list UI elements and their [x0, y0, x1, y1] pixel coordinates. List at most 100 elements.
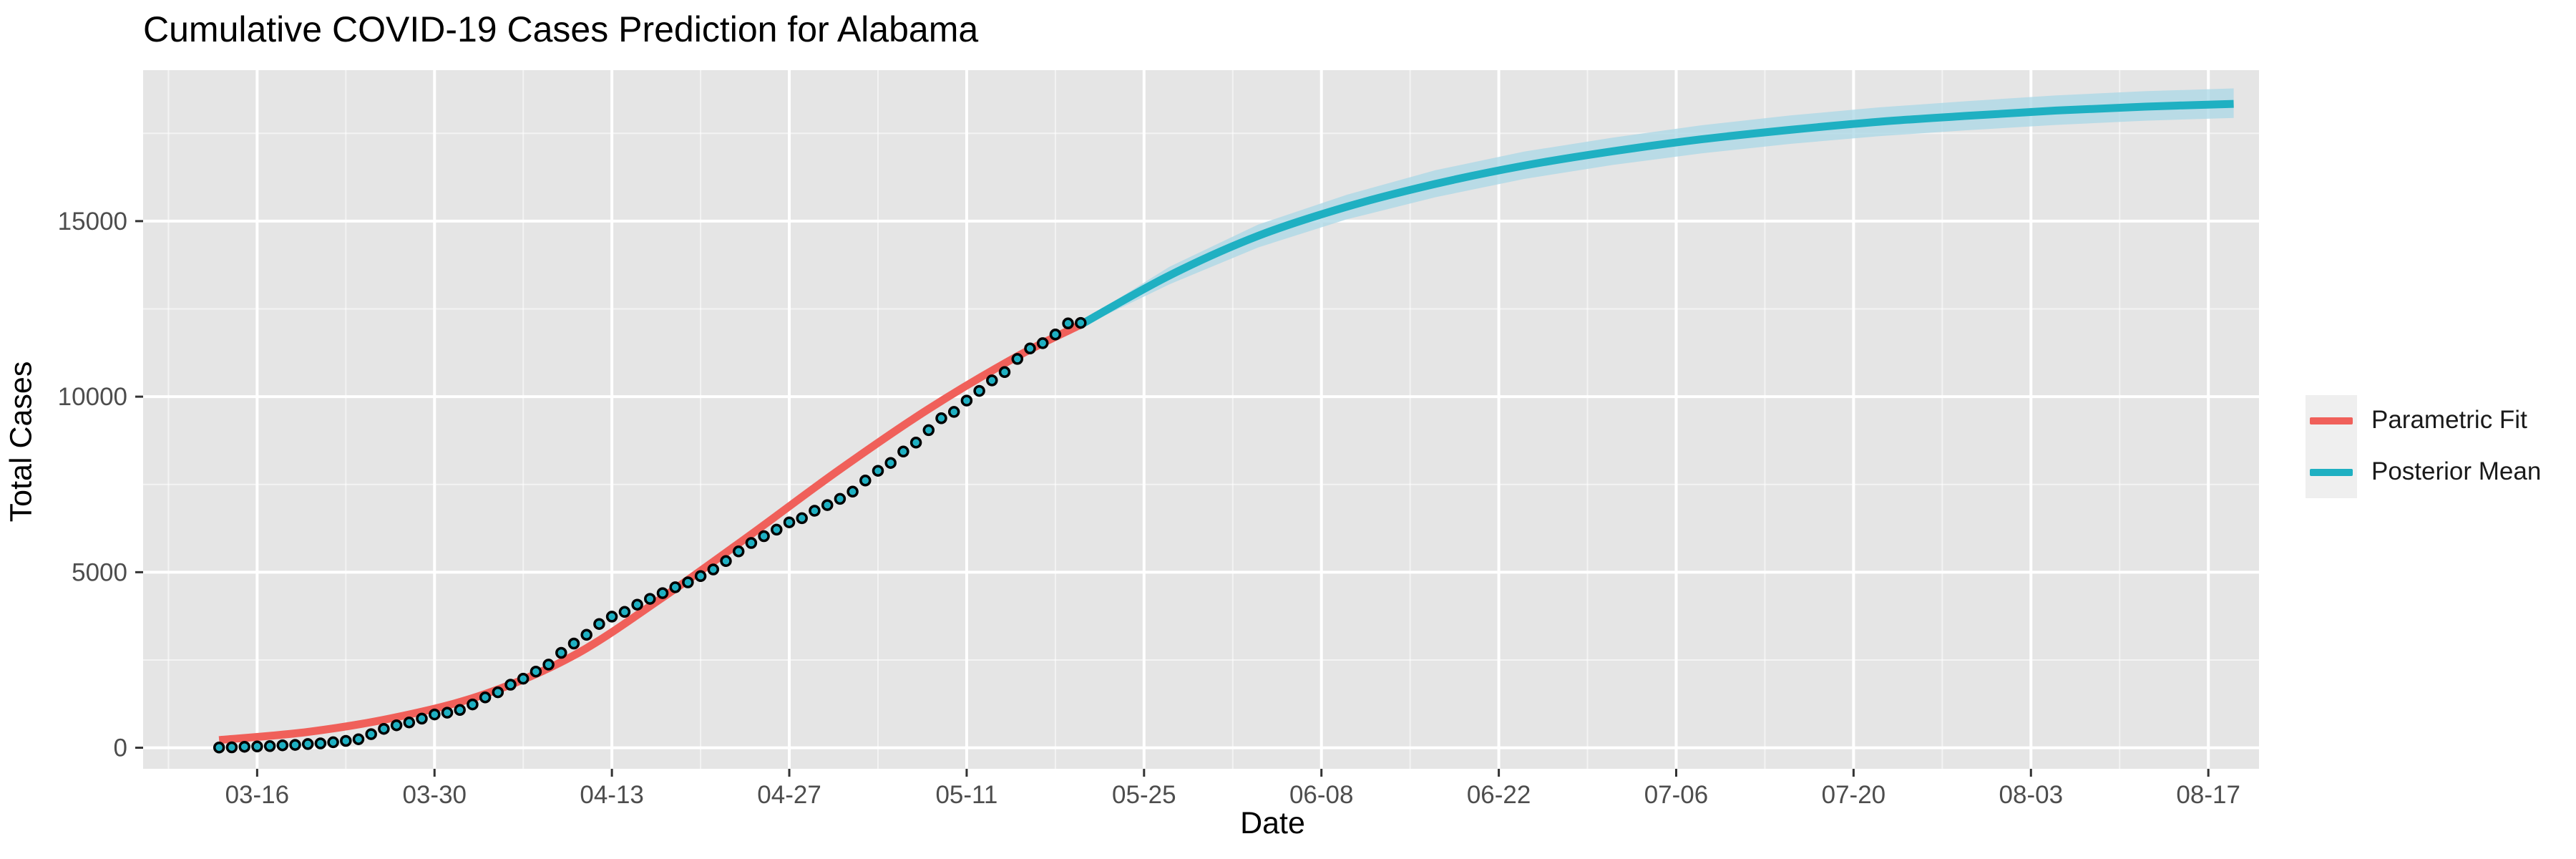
x-tick-label: 06-22	[1467, 781, 1531, 809]
observed-point	[758, 530, 770, 543]
observed-point	[225, 741, 238, 754]
legend-item-posterior-mean: Posterior Mean	[2306, 447, 2549, 498]
observed-point	[682, 576, 694, 588]
legend-key-posterior-mean	[2306, 447, 2357, 498]
observed-point	[656, 587, 669, 599]
observed-point	[441, 707, 454, 719]
observed-point	[467, 698, 479, 711]
observed-point	[403, 717, 416, 729]
plot-panel-background	[143, 70, 2259, 769]
x-tick-label: 03-30	[402, 781, 467, 809]
observed-point	[530, 665, 542, 678]
observed-point	[517, 672, 530, 685]
observed-point	[454, 704, 466, 717]
credible-band-layer	[1080, 88, 2234, 327]
observed-point	[847, 485, 859, 498]
observed-point	[618, 606, 631, 618]
observed-point	[378, 722, 390, 735]
y-tick-label: 10000	[58, 383, 127, 411]
x-tick-label: 04-13	[580, 781, 644, 809]
observed-point	[720, 555, 732, 568]
observed-point	[922, 424, 935, 437]
observed-point	[973, 384, 985, 397]
observed-point	[796, 512, 808, 525]
observed-point	[580, 629, 592, 641]
major-gridlines	[143, 70, 2259, 769]
observed-point	[669, 581, 681, 593]
y-axis-title: Total Cases	[4, 361, 39, 523]
observed-point	[707, 563, 720, 576]
x-tick-label: 05-25	[1112, 781, 1176, 809]
chart-title: Cumulative COVID-19 Cases Prediction for…	[143, 9, 979, 49]
observed-point	[238, 740, 250, 753]
observed-point	[1024, 342, 1036, 355]
observed-point	[1075, 316, 1087, 329]
legend-item-parametric-fit: Parametric Fit	[2306, 395, 2549, 447]
legend-swatch-posterior-mean	[2310, 469, 2353, 476]
credible-band	[1080, 88, 2234, 327]
observed-point	[504, 679, 517, 691]
observed-point	[492, 686, 504, 699]
x-axis: 03-16 03-30 04-13 04-27 05-11 05-25 06-08 06-22…	[225, 769, 2240, 809]
observed-point	[644, 593, 656, 605]
observed-point	[593, 618, 605, 630]
observed-point	[314, 737, 327, 749]
observed-point	[783, 516, 796, 528]
observed-point	[771, 523, 783, 536]
observed-point	[872, 465, 884, 477]
y-tick-label: 0	[114, 734, 127, 762]
x-tick-label: 07-20	[1822, 781, 1886, 809]
observed-point	[935, 412, 947, 424]
x-tick-label: 05-11	[935, 781, 997, 809]
observed-point	[429, 708, 441, 721]
observed-point	[276, 739, 289, 752]
legend-label-posterior-mean: Posterior Mean	[2371, 457, 2542, 485]
observed-point	[986, 374, 998, 387]
x-tick-label: 04-27	[757, 781, 821, 809]
observed-point	[1062, 317, 1074, 330]
observed-point	[694, 570, 707, 583]
observed-point	[631, 598, 643, 611]
observed-point	[960, 394, 973, 407]
observed-point	[567, 637, 580, 650]
observed-point	[834, 492, 847, 505]
observed-point	[416, 712, 428, 725]
observed-point	[289, 739, 301, 751]
observed-point	[352, 733, 365, 745]
observed-point	[1036, 337, 1049, 349]
observed-point	[821, 499, 834, 511]
x-tick-label: 06-08	[1289, 781, 1354, 809]
x-axis-title: Date	[1240, 806, 1305, 840]
observed-point	[213, 742, 225, 754]
observed-point	[479, 691, 492, 704]
y-axis: 0 5000 10000 15000	[58, 208, 143, 762]
y-axis-title-text: Total Cases	[4, 361, 39, 523]
observed-point	[732, 545, 745, 558]
observed-point	[859, 475, 872, 487]
observed-point	[947, 406, 960, 418]
x-tick-label: 08-03	[1999, 781, 2064, 809]
observed-point	[555, 646, 567, 659]
observed-point	[1049, 329, 1062, 341]
observed-point	[327, 736, 339, 749]
observed-point	[897, 445, 909, 458]
observed-point	[998, 366, 1011, 379]
observed-point	[301, 738, 314, 750]
posterior-mean-line	[1078, 100, 2234, 329]
observed-point	[605, 611, 618, 623]
observed-point	[909, 437, 922, 449]
legend-swatch-parametric-fit	[2310, 417, 2353, 424]
legend-key-parametric-fit	[2306, 395, 2357, 447]
observed-point	[809, 505, 821, 517]
x-tick-label: 03-16	[225, 781, 290, 809]
observed-point	[884, 457, 897, 469]
legend-label-parametric-fit: Parametric Fit	[2371, 406, 2527, 434]
observed-point	[542, 659, 555, 671]
y-tick-label: 5000	[72, 558, 127, 586]
observed-point	[365, 728, 377, 740]
observed-point	[390, 719, 403, 732]
x-tick-label: 08-17	[2176, 781, 2240, 809]
observed-point	[745, 537, 758, 549]
